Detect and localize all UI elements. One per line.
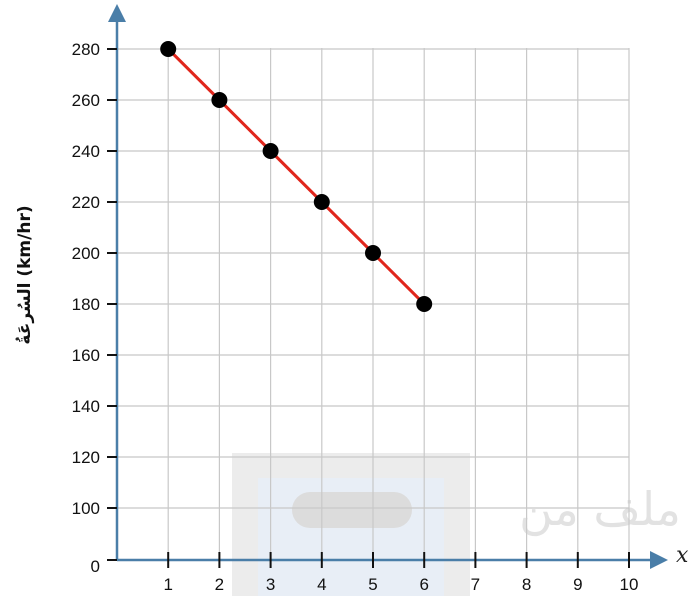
y-tick-label: 160 xyxy=(72,346,100,365)
data-point xyxy=(160,41,177,57)
watermark: ملف من xyxy=(232,453,681,596)
series-speed xyxy=(160,41,433,312)
data-point xyxy=(262,143,279,159)
y-tick-label: 240 xyxy=(72,142,100,161)
x-tick-label: 8 xyxy=(522,575,531,594)
x-tick-label: 10 xyxy=(620,575,639,594)
x-tick-label: 2 xyxy=(215,575,224,594)
x-tick-label: 5 xyxy=(368,575,377,594)
x-axis-label: x xyxy=(676,543,689,568)
data-point xyxy=(211,92,228,108)
y-tick-label: 140 xyxy=(72,397,100,416)
x-tick-label: 1 xyxy=(163,575,172,594)
data-point xyxy=(313,194,330,210)
y-axis-arrow-icon xyxy=(108,4,126,22)
y-tick-label: 280 xyxy=(72,40,100,59)
y-tick-label: 200 xyxy=(72,244,100,263)
y-tick-label: 260 xyxy=(72,91,100,110)
x-tick-label: 4 xyxy=(317,575,326,594)
y-tick-label: 220 xyxy=(72,193,100,212)
series-line xyxy=(167,47,426,306)
y-tick-label: 100 xyxy=(72,499,100,518)
y-tick-labels: 0 100 120 140 160 180 200 220 240 260 280 xyxy=(72,40,117,576)
x-tick-labels: 1 2 3 4 5 6 7 8 9 10 xyxy=(163,552,638,594)
data-point xyxy=(416,296,433,312)
y-tick-label: 120 xyxy=(72,448,100,467)
axes xyxy=(108,4,668,569)
watermark-text: ملف من xyxy=(519,482,681,537)
y-tick-label: 0 xyxy=(91,557,100,576)
y-axis-label: السُرعَةُ (km/hr) xyxy=(15,205,35,344)
x-tick-label: 9 xyxy=(573,575,582,594)
x-tick-label: 6 xyxy=(419,575,428,594)
x-axis-arrow-icon xyxy=(650,551,668,569)
x-tick-label: 7 xyxy=(471,575,480,594)
data-point xyxy=(365,245,381,261)
grid xyxy=(117,48,630,560)
x-tick-label: 3 xyxy=(266,575,275,594)
y-tick-label: 180 xyxy=(72,295,100,314)
